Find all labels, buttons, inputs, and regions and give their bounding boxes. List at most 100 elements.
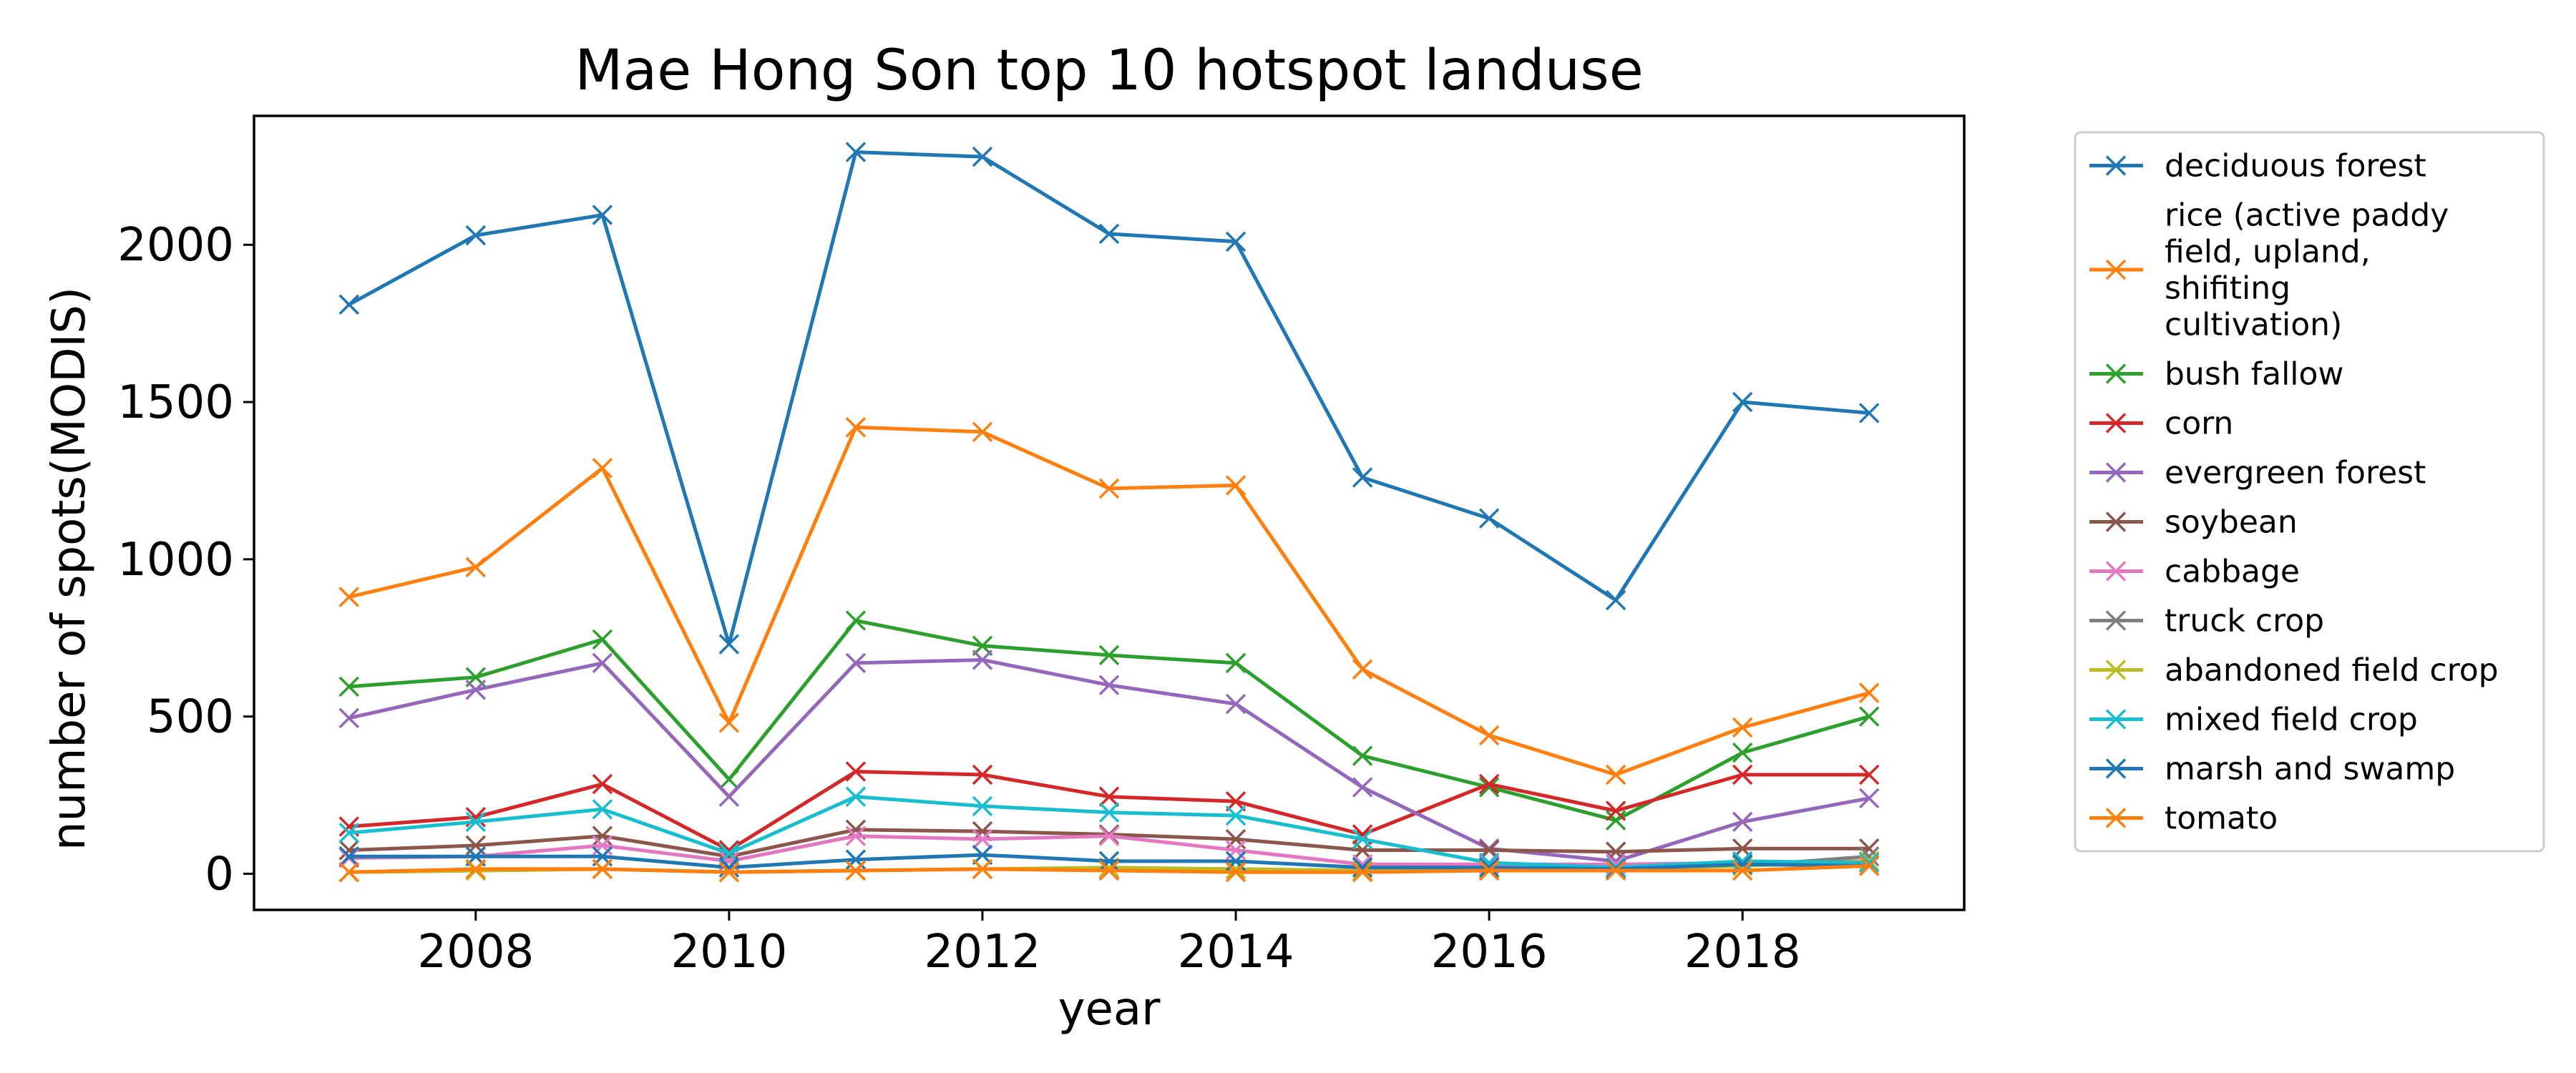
data-point [1605, 800, 1626, 821]
data-point [1098, 851, 1120, 872]
data-point [1352, 828, 1373, 850]
data-point [465, 680, 487, 700]
data-point [1732, 811, 1753, 833]
legend-label-line: bush fallow [2165, 356, 2343, 393]
legend-box [2074, 131, 2545, 853]
legend-label-line: deciduous forest [2165, 148, 2426, 185]
data-point [1605, 810, 1626, 831]
legend-label-line: shifiting [2165, 270, 2290, 307]
data-point [1352, 745, 1373, 766]
data-point [1098, 825, 1120, 846]
data-point [845, 416, 867, 438]
data-point [718, 634, 740, 655]
y-tick-label: 500 [147, 691, 234, 744]
legend-item-8: abandoned field crop [2089, 652, 2499, 689]
data-point [1098, 645, 1120, 666]
data-point [592, 858, 613, 880]
data-point [845, 652, 867, 674]
legend-marker [2105, 758, 2127, 779]
data-point [1732, 742, 1753, 763]
legend-item-0: deciduous forest [2089, 148, 2426, 185]
legend-label-line: cabbage [2165, 554, 2300, 590]
data-point [1858, 852, 1880, 873]
legend-label: mixed field crop [2165, 702, 2418, 738]
legend-label: rice (active paddy field, upland, shifitin… [2165, 197, 2449, 343]
data-point [338, 707, 360, 729]
data-point [1858, 788, 1880, 809]
data-point [592, 205, 613, 225]
data-point [1858, 856, 1880, 876]
data-point [1478, 860, 1500, 881]
data-point [845, 860, 867, 881]
legend-item-2: bush fallow [2089, 356, 2343, 393]
legend-label-line: corn [2165, 406, 2233, 442]
x-tick-label: 2014 [1178, 926, 1294, 979]
x-tick-label: 2016 [1431, 926, 1548, 979]
data-point [1858, 403, 1880, 423]
legend-marker [2105, 155, 2127, 176]
legend-label: deciduous forest [2165, 148, 2426, 185]
legend-label-line: marsh and swamp [2165, 751, 2455, 788]
data-point [1858, 706, 1880, 727]
data-point [465, 858, 487, 880]
data-point [718, 786, 740, 807]
legend-marker [2105, 561, 2127, 582]
data-point [1478, 508, 1500, 529]
x-tick-label: 2018 [1684, 926, 1801, 979]
data-point [1098, 478, 1120, 499]
data-point [1098, 786, 1120, 807]
legend-marker [2105, 808, 2127, 828]
legend-item-11: tomato [2089, 800, 2278, 837]
x-axis-label: year [1058, 983, 1161, 1036]
data-point [338, 823, 360, 843]
data-point [1225, 475, 1246, 496]
data-point [972, 764, 993, 785]
legend-label: cabbage [2165, 554, 2300, 590]
data-point [1352, 659, 1373, 680]
data-point [465, 557, 487, 578]
data-point [1605, 589, 1626, 611]
x-tick-label: 2008 [417, 926, 534, 979]
y-tick-label: 2000 [117, 219, 234, 272]
data-point [845, 825, 867, 846]
legend: deciduous forest rice (active paddy field,… [2074, 131, 2545, 853]
data-point [1352, 862, 1373, 883]
series-0 [338, 142, 1880, 655]
legend-item-6: cabbage [2089, 554, 2300, 590]
data-point [1732, 391, 1753, 413]
data-point [1858, 764, 1880, 785]
data-point [1605, 860, 1626, 881]
data-point [972, 858, 993, 880]
data-point [718, 862, 740, 883]
data-point [1732, 851, 1753, 872]
data-point [718, 712, 740, 733]
legend-label: soybean [2165, 504, 2298, 541]
data-point [1352, 467, 1373, 488]
data-point [592, 773, 613, 795]
legend-item-10: marsh and swamp [2089, 751, 2455, 788]
data-point [845, 142, 867, 162]
legend-label-line: tomato [2165, 800, 2278, 837]
legend-label-line: field, upland, [2165, 234, 2371, 270]
data-point [1478, 857, 1500, 878]
x-tick-label: 2012 [924, 926, 1041, 979]
data-point [592, 458, 613, 479]
data-point [718, 769, 740, 790]
series-1 [338, 416, 1880, 785]
data-point [465, 811, 487, 833]
data-point [1098, 675, 1120, 695]
data-point [845, 610, 867, 631]
y-tick-label: 1500 [117, 376, 234, 429]
legend-label-line: cultivation) [2165, 307, 2342, 343]
data-point [1225, 862, 1246, 883]
data-point [1098, 802, 1120, 823]
legend-label-line: rice (active paddy [2165, 197, 2449, 234]
legend-marker [2105, 709, 2127, 730]
data-point [1225, 805, 1246, 826]
data-point [972, 828, 993, 850]
data-point [845, 786, 867, 807]
data-point [592, 825, 613, 846]
data-point [338, 676, 360, 697]
data-point [972, 650, 993, 670]
